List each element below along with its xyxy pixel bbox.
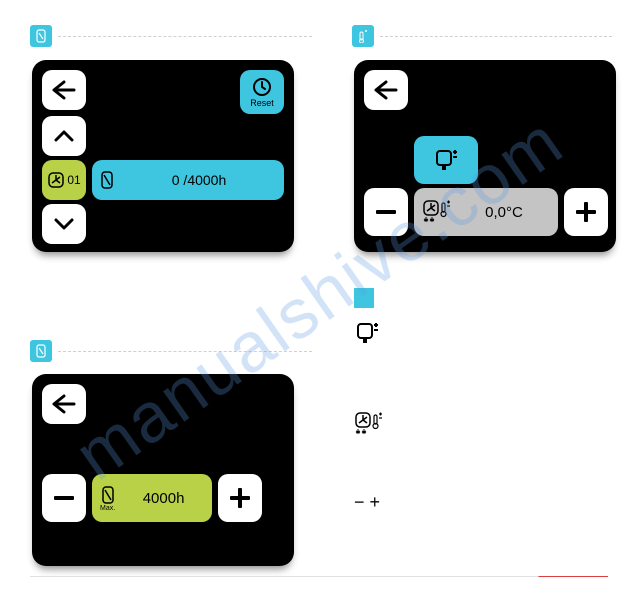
section-badge-2 [352, 25, 374, 47]
plus-button[interactable] [218, 474, 262, 522]
item-index[interactable]: 01 [42, 160, 86, 200]
back-button[interactable] [364, 70, 408, 110]
hours-row: 0 /4000h [92, 160, 284, 200]
footer-divider [30, 576, 608, 577]
back-button[interactable] [42, 384, 86, 424]
screen-filter-hours: Reset 01 0 /4000h [32, 60, 294, 252]
section-badge-3 [30, 340, 52, 362]
back-button[interactable] [42, 70, 86, 110]
reset-label: Reset [250, 98, 274, 108]
temp-value: 0,0°C [450, 204, 558, 221]
legend-fan-temp-icon [354, 411, 382, 442]
minus-button[interactable] [42, 474, 86, 522]
max-label: Max. [100, 505, 115, 512]
legend-plus-minus: − + [354, 492, 382, 513]
hours-value: 0 /4000h [114, 172, 284, 188]
mode-boost-button[interactable] [414, 136, 478, 184]
legend-color-swatch [354, 288, 374, 308]
divider [58, 351, 312, 352]
index-label: 01 [67, 173, 80, 187]
section-badge-1 [30, 25, 52, 47]
max-hours-row: Max. 4000h [92, 474, 212, 522]
screen-max-hours: Max. 4000h [32, 374, 294, 566]
fan-temp-icon [422, 199, 450, 225]
max-hours-value: 4000h [115, 490, 212, 507]
down-button[interactable] [42, 204, 86, 244]
filter-icon [101, 485, 115, 505]
minus-button[interactable] [364, 188, 408, 236]
divider [380, 36, 612, 37]
legend: − + [354, 288, 382, 513]
screen-temp-adjust: 0,0°C [354, 60, 616, 252]
reset-button[interactable]: Reset [240, 70, 284, 114]
plus-button[interactable] [564, 188, 608, 236]
divider [58, 36, 312, 37]
temp-row: 0,0°C [414, 188, 558, 236]
filter-icon [100, 170, 114, 190]
up-button[interactable] [42, 116, 86, 156]
legend-boost-icon [354, 320, 382, 351]
